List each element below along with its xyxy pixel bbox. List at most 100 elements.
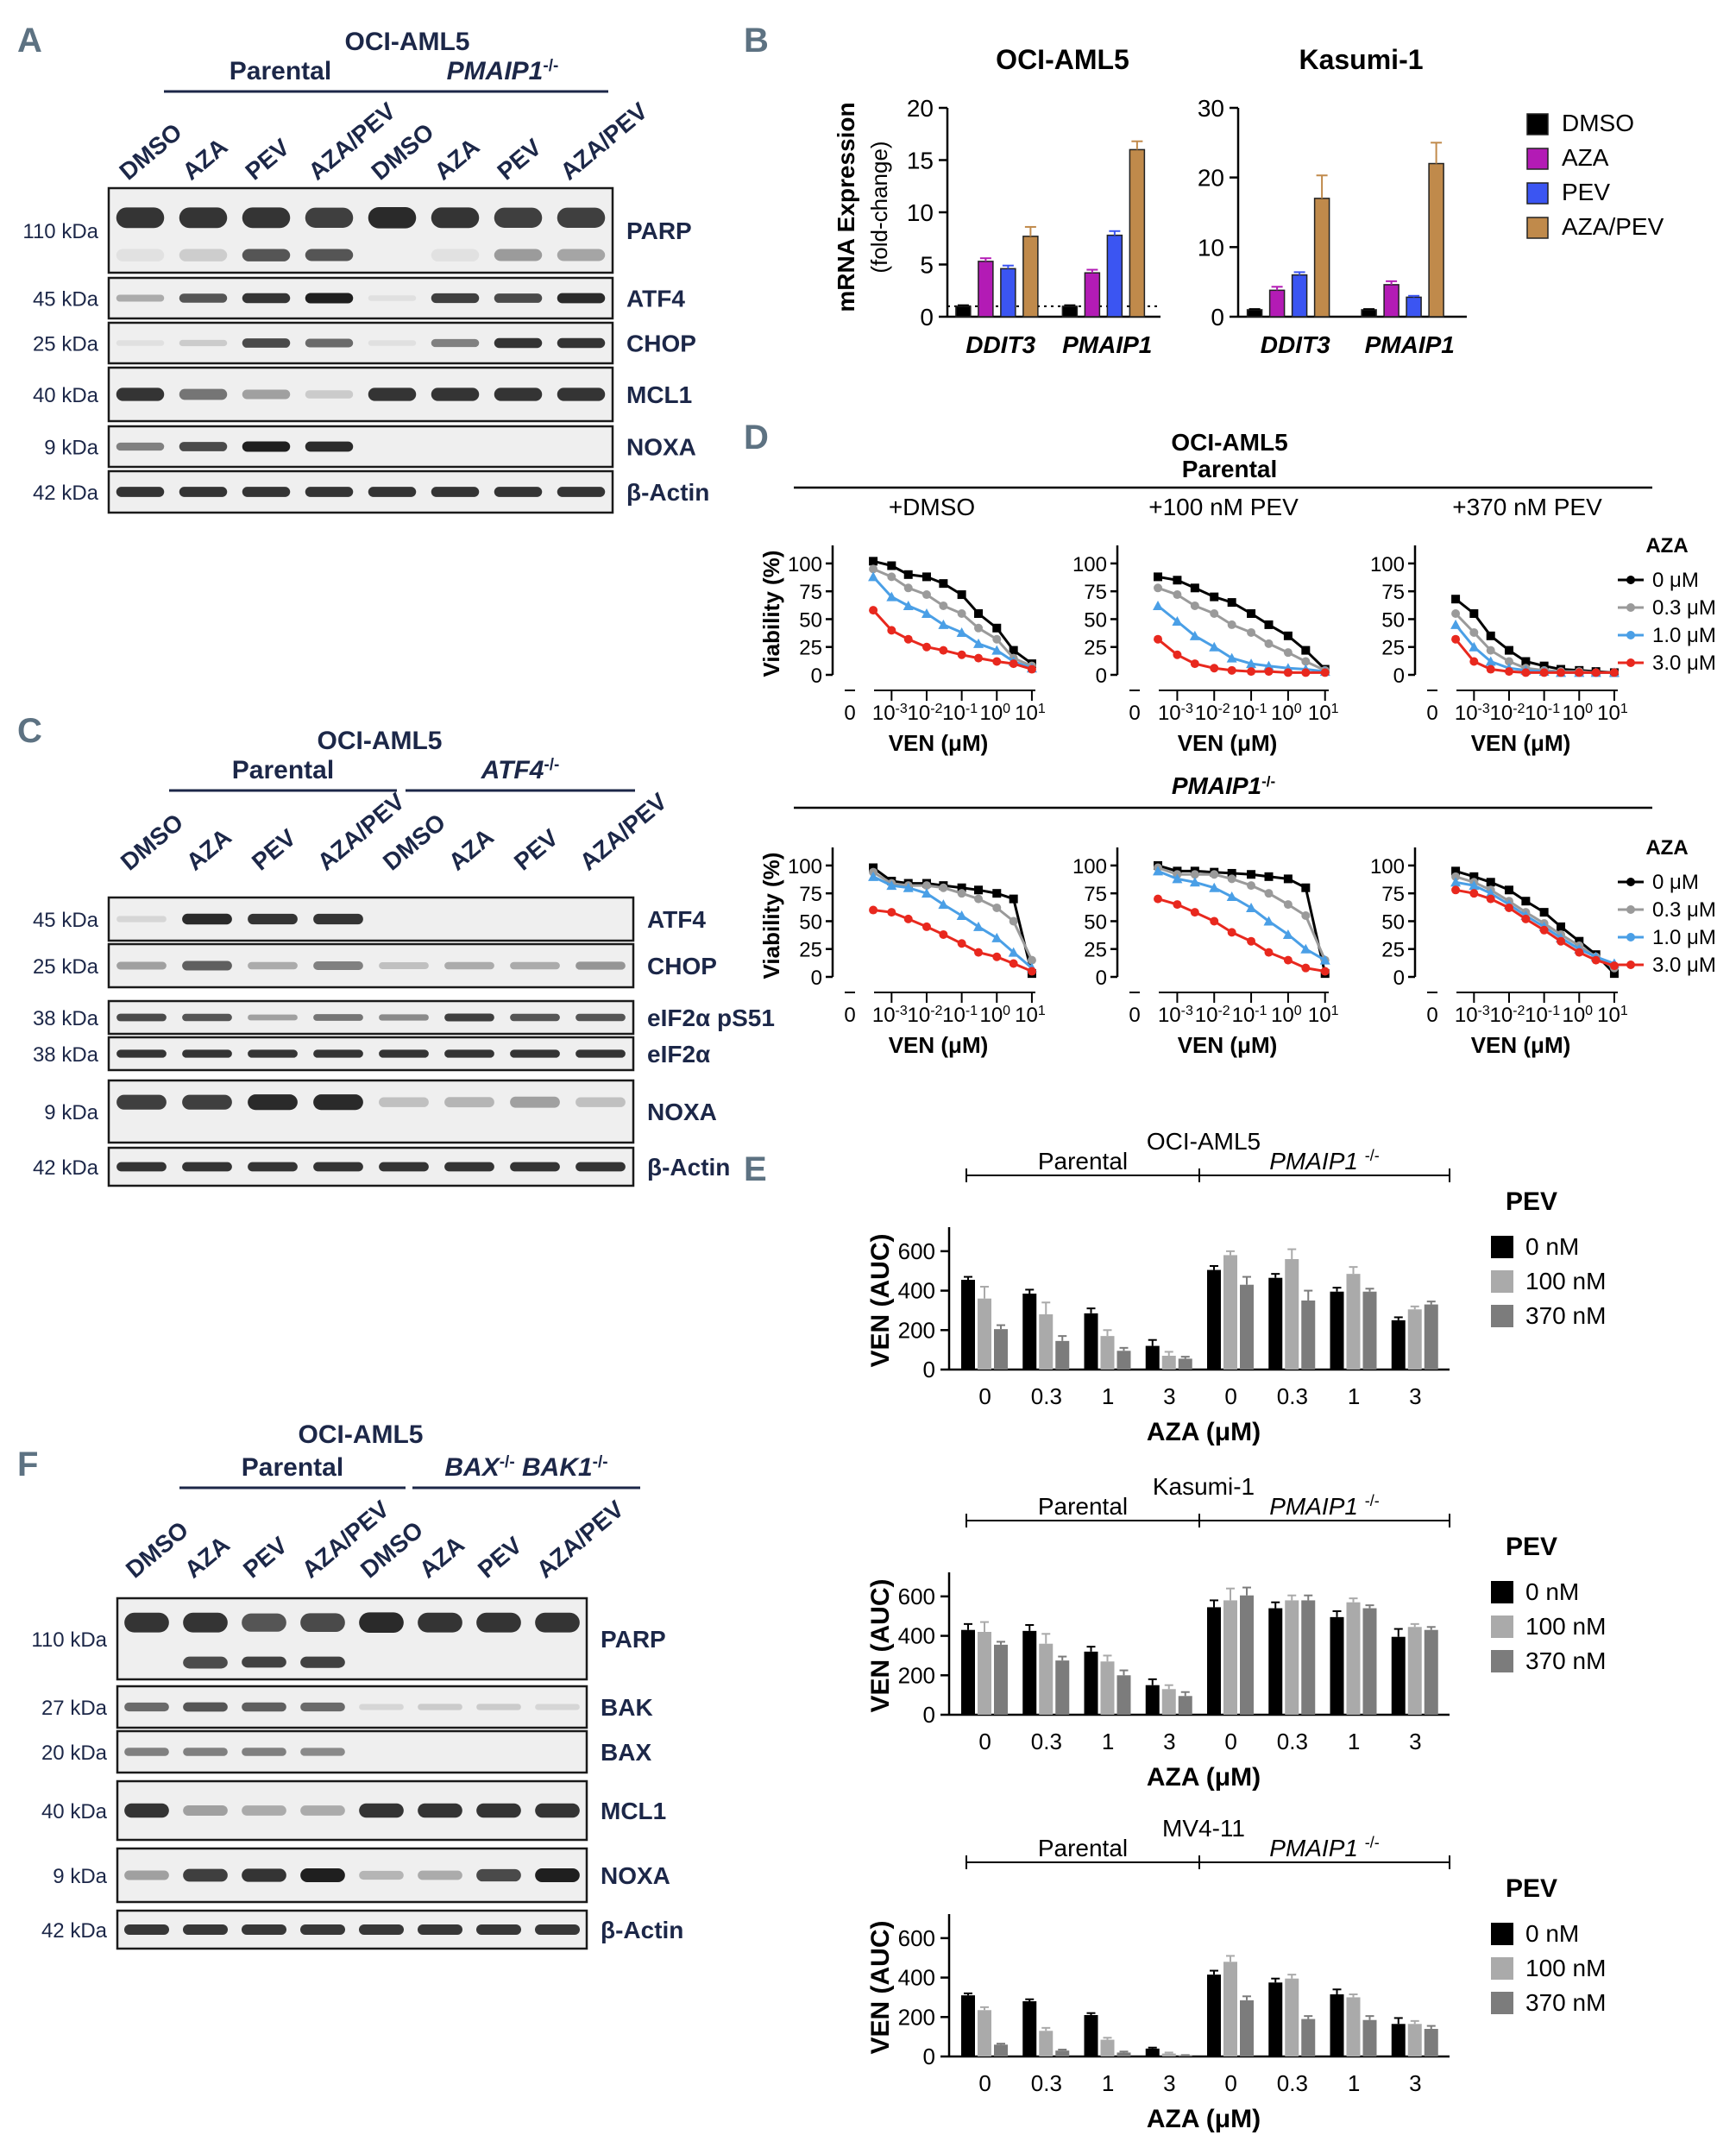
chart-b-title-1: Kasumi-1 [1299,44,1423,75]
chart-d-fit-curve [872,559,1033,665]
chart-e-legend-title: PEV [1506,1874,1557,1903]
panel-a-protein-label: β-Actin [626,479,709,506]
chart-d-fit-curve [1454,638,1614,674]
chart-d-point [869,863,878,872]
chart-d-fit-curve [871,609,1033,671]
chart-e-ytick-label: 200 [898,2004,935,2030]
chart-d-point [1450,877,1462,887]
panel-a-band [305,441,354,452]
chart-d-xtick-label: 101 [1597,1004,1628,1028]
panel-c-band [182,913,232,925]
chart-d-legend-label: 1.0 μM [1652,624,1716,647]
chart-d-xtick-label: 10-1 [1525,702,1560,726]
chart-d-xtick-exp: -2 [1217,702,1230,716]
chart-d-point [1451,634,1461,644]
chart-d-point [1190,870,1199,879]
chart-b-legend-swatch [1526,113,1549,135]
chart-d-point [1504,657,1513,666]
chart-d-point [1247,609,1256,618]
chart-d-ytick-label: 25 [1381,637,1405,660]
chart-d-xtick-label: 100 [1271,702,1302,726]
chart-d-point [1591,955,1601,965]
panel-c-band [248,1049,298,1058]
chart-d-point [938,619,949,629]
chart-e-bar [1285,1978,1299,2056]
chart-d-point [1153,866,1164,876]
chart-d-point [957,883,966,892]
chart-e-group-label: PMAIP1 -/- [1269,1834,1379,1861]
chart-d-xlabel: VEN (μM) [889,730,989,756]
panel-c-band [248,1162,298,1172]
chart-d-xtick-label: 10-3 [1158,702,1193,726]
chart-d-point [1154,894,1163,904]
chart-e-group-label: Parental [1038,1148,1128,1175]
chart-d-xtick-base: 10 [1597,1004,1620,1027]
chart-d-point [903,882,914,892]
chart-d-fit-curve [1157,638,1325,674]
chart-d-xtick-label: 101 [1597,702,1628,726]
chart-d-xtick-base: 10 [1232,702,1255,725]
chart-e-bar [1055,1340,1070,1370]
panel-a-letter: A [17,22,42,60]
chart-e-bar [1022,1294,1037,1370]
chart-d-point [887,626,896,635]
chart-d-point [1227,868,1236,878]
chart-e-bar [1084,1313,1098,1370]
chart-d-ytick-label: 25 [1381,939,1405,962]
chart-d-point [1282,929,1293,939]
panel-a-band [242,441,291,452]
chart-d-xtick-base: 10 [1562,1004,1585,1027]
chart-e-bar [1240,2000,1254,2056]
chart-d-point [1154,583,1163,593]
chart-e-ytick-label: 600 [898,1925,935,1951]
panel-a-kda-label: 9 kDa [44,437,98,460]
panel-a-band [305,487,354,497]
chart-d-point [1247,667,1256,677]
chart-d-point [1539,908,1549,917]
chart-b-legend-label: DMSO [1562,110,1634,136]
panel-f-band [124,1870,169,1880]
chart-d-point [921,922,931,931]
chart-d-point [1190,583,1199,593]
panel-c-lane-label: AZA [443,823,499,876]
chart-d-xtick-base: 10 [1271,1004,1294,1027]
chart-d-point [1486,631,1495,640]
chart-d-xtick-exp: -1 [965,702,978,716]
chart-d-xtick-label: 100 [979,1004,1010,1028]
chart-e-bar [1424,2029,1438,2056]
panel-c-band [313,1094,363,1111]
chart-d-point [1469,889,1479,898]
chart-e-legend-swatch [1491,1236,1513,1258]
chart-d-xtick-exp: 1 [1038,702,1046,716]
panel-a-band [305,390,354,399]
panel-a-kda-label: 40 kDa [33,384,99,407]
chart-b-bar [1406,296,1422,318]
chart-e-category-label: 0 [1224,1729,1236,1754]
chart-d-xtick-label: 10-2 [908,702,943,726]
panel-c-band [116,961,167,970]
panel-a-band [179,339,228,347]
panel-a-cell-line: OCI-AML5 [345,28,470,56]
chart-e-category-label: 3 [1409,1383,1421,1409]
chart-d-point [991,932,1003,942]
chart-d-point [1283,900,1293,910]
chart-d-legend-label: 3.0 μM [1652,954,1716,977]
panel-f-band [535,1924,580,1935]
panel-f-band [476,1803,521,1818]
chart-d-point [1486,894,1495,904]
panel-c-band [444,1049,494,1058]
chart-d-point [1485,656,1496,666]
chart-e-category-label: 0 [978,1383,991,1409]
chart-e-legend-label: 370 nM [1525,1302,1606,1329]
chart-d-legend-label: 3.0 μM [1652,652,1716,675]
chart-d-point [1575,948,1584,957]
panel-a-band [368,387,417,401]
chart-d-xlabel: VEN (μM) [1471,730,1571,756]
chart-d-xtick-label: 101 [1308,1004,1339,1028]
chart-b-ytick-label: 20 [1198,165,1224,192]
panel-c-band [379,1049,429,1058]
chart-d-fit-curve [1157,575,1326,671]
chart-d-point [1320,967,1330,976]
chart-d-point [1027,955,1036,965]
chart-d-xtick-label: 10-2 [1195,702,1230,726]
